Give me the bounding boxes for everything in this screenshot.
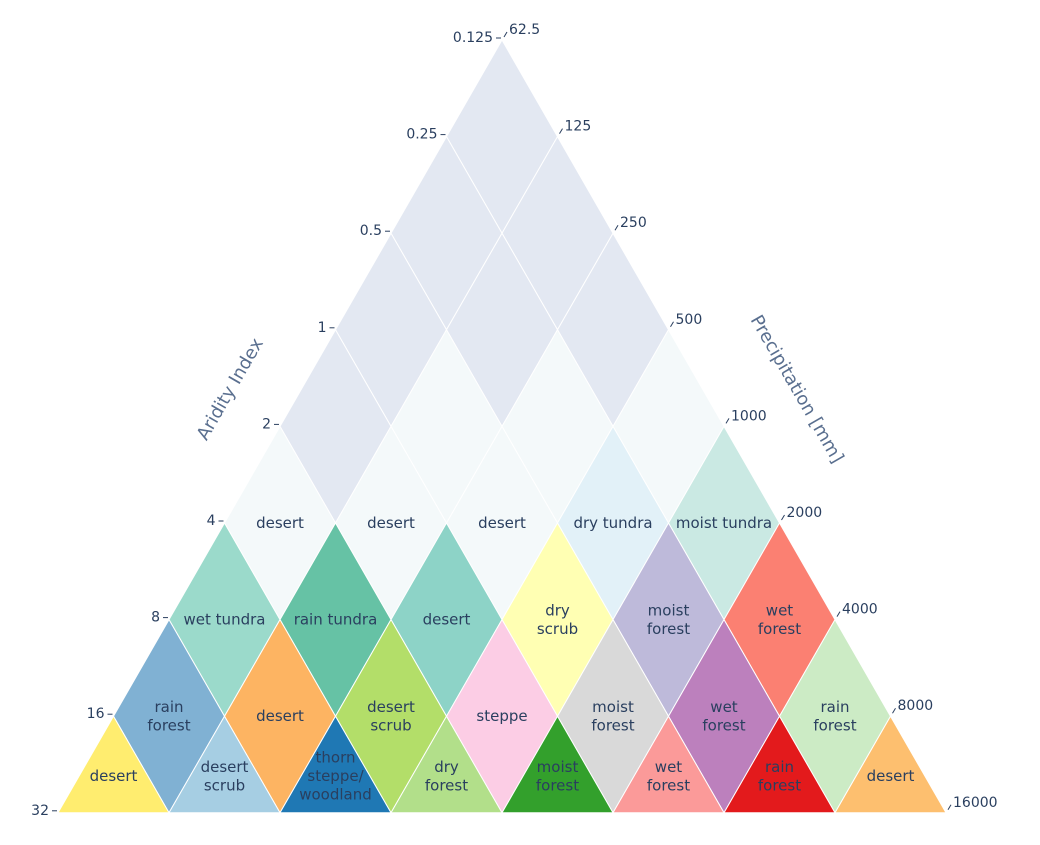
right-axis-tick xyxy=(559,128,563,134)
cell-label: rain forest xyxy=(147,698,190,735)
cell-label: desert xyxy=(367,514,415,532)
left-axis-tick-label: 0.25 xyxy=(406,127,437,143)
right-axis-tick-label: 500 xyxy=(676,312,703,328)
cell-region xyxy=(390,715,503,814)
cell-label: moist forest xyxy=(536,758,579,795)
cell-region xyxy=(279,715,392,814)
cell-label: dry forest xyxy=(425,758,468,795)
cell-label: desert xyxy=(423,611,471,629)
right-axis-tick-label: 4000 xyxy=(842,602,878,618)
cell-label: rain forest xyxy=(813,698,856,735)
right-axis-tick xyxy=(947,804,952,811)
cell-label: steppe xyxy=(476,707,527,725)
left-axis-tick-label: 1 xyxy=(318,320,327,336)
right-axis-tick-label: 250 xyxy=(620,215,647,231)
cell-label: thorn steppe/woodland xyxy=(299,749,372,804)
left-axis-tick-label: 4 xyxy=(207,513,216,529)
cell-label: rain tundra xyxy=(294,611,378,629)
cell-label: desert xyxy=(256,707,304,725)
cell-label: desert xyxy=(90,767,138,785)
left-axis-title: Aridity Index xyxy=(193,334,268,444)
cell-label: dry tundra xyxy=(573,514,652,532)
right-axis-tick-label: 1000 xyxy=(731,408,767,424)
cell-label: desert xyxy=(478,514,526,532)
cell-label: desert scrub xyxy=(367,698,415,735)
cell-label: wet forest xyxy=(647,758,690,795)
right-axis-tick-label: 8000 xyxy=(898,698,934,714)
left-axis-tick-label: 32 xyxy=(31,803,49,819)
cell-region xyxy=(168,715,281,814)
cell-label: desert scrub xyxy=(201,758,249,795)
cell-label: moist tundra xyxy=(676,514,772,532)
left-axis-tick-label: 16 xyxy=(87,706,105,722)
right-axis-tick xyxy=(781,514,785,521)
right-axis-tick xyxy=(836,611,841,617)
left-axis-tick-label: 0.5 xyxy=(360,223,382,239)
right-axis-tick-label: 16000 xyxy=(953,795,998,811)
cell-label: dry scrub xyxy=(537,601,578,638)
cell-label: desert xyxy=(867,767,915,785)
right-axis-tick-label: 125 xyxy=(565,119,592,135)
right-axis-tick xyxy=(725,418,730,424)
right-axis-tick xyxy=(614,224,619,231)
cell-label: moist forest xyxy=(591,698,634,735)
cell-region xyxy=(57,715,170,814)
cell-label: wet forest xyxy=(702,698,745,735)
cell-region xyxy=(834,715,947,814)
left-axis-tick-label: 0.125 xyxy=(453,30,493,46)
cell-region xyxy=(501,715,614,814)
right-axis-tick xyxy=(670,321,674,328)
cell-label: wet forest xyxy=(758,601,801,638)
cell-region xyxy=(612,715,725,814)
right-axis-tick xyxy=(503,31,508,38)
left-axis-tick-label: 2 xyxy=(262,416,271,432)
right-axis-tick-label: 62.5 xyxy=(509,22,540,38)
cell-label: rain forest xyxy=(758,758,801,795)
ticks-layer: 0.125 0.25 0.5 1 2 4 8 16 32 62.5 125 250 500 1000 200… xyxy=(31,22,997,819)
cell-labels-layer: desert desert desert dry tundra moist tundra… xyxy=(90,514,915,804)
right-axis-tick-label: 2000 xyxy=(787,505,823,521)
cell-label: desert xyxy=(256,514,304,532)
cell-region xyxy=(723,715,836,814)
right-axis-title: Precipitation [mm] xyxy=(746,312,848,467)
cell-label: wet tundra xyxy=(184,611,266,629)
right-axis-tick xyxy=(892,707,896,714)
left-axis-tick-label: 8 xyxy=(151,610,160,626)
cells-layer xyxy=(57,38,947,814)
cell-label: moist forest xyxy=(647,601,690,638)
